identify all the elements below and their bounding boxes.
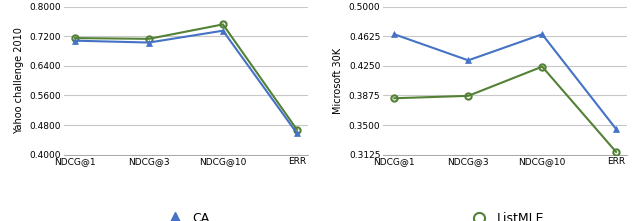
Legend: ListMLE: ListMLE (467, 212, 544, 221)
Y-axis label: Yahoo challenge 2010: Yahoo challenge 2010 (14, 27, 24, 134)
Y-axis label: Microsoft 30K: Microsoft 30K (333, 48, 343, 114)
Legend: CA: CA (163, 212, 210, 221)
